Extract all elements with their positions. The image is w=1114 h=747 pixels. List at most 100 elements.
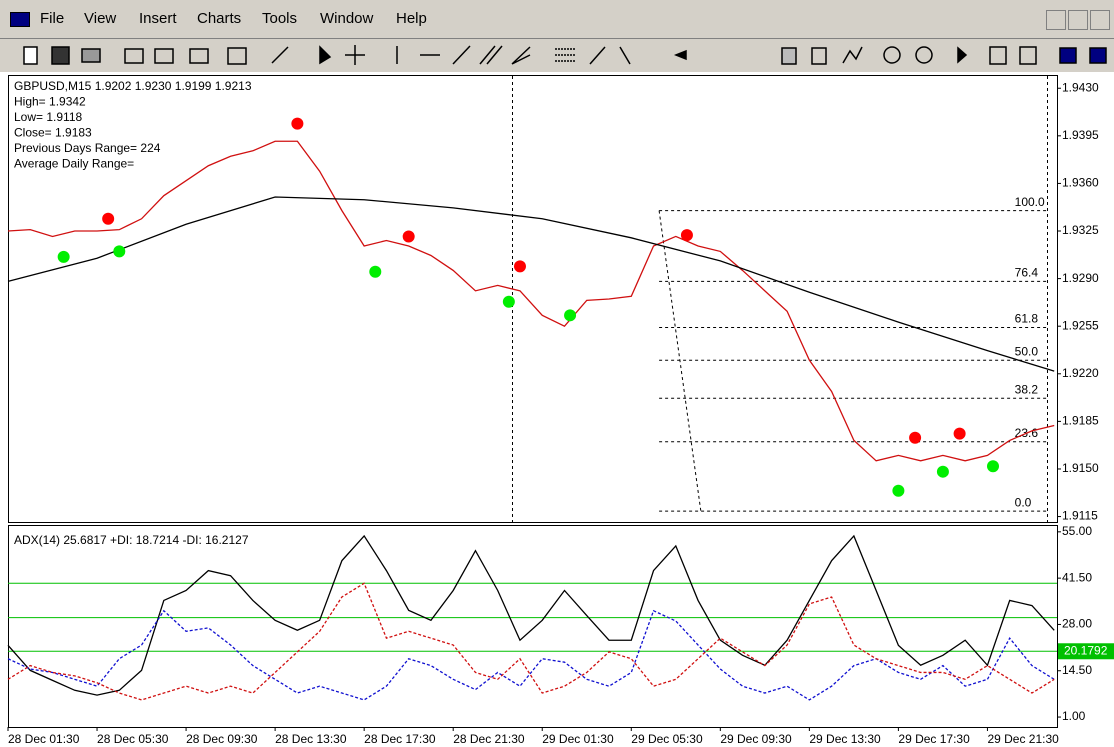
y-tick-label: 1.9290 — [1062, 271, 1099, 285]
bar-chart-icon[interactable] — [781, 47, 797, 65]
x-tick-label: 29 Dec 17:30 — [898, 732, 970, 746]
signal-dot — [502, 295, 515, 308]
tool-icon[interactable] — [227, 47, 247, 65]
tool-icon[interactable] — [154, 48, 174, 64]
info-line: GBPUSD,M15 1.9202 1.9230 1.9199 1.9213 — [14, 79, 252, 93]
signal-dot — [369, 265, 382, 278]
indicator-line — [7, 609, 1055, 701]
info-line: Close= 1.9183 — [14, 126, 92, 140]
x-tick-label: 29 Dec 05:30 — [631, 732, 703, 746]
toolbar-icons — [23, 45, 1107, 65]
x-tick-label: 28 Dec 05:30 — [97, 732, 169, 746]
restore-button[interactable] — [1068, 10, 1088, 30]
info-line: Average Daily Range= — [14, 157, 134, 171]
tool-icon[interactable] — [673, 49, 687, 61]
menu-item[interactable]: Window — [320, 10, 374, 27]
y-tick-label: 28.00 — [1062, 617, 1092, 631]
tool-icon[interactable] — [989, 46, 1007, 65]
fibo-label: 100.0 — [1015, 195, 1045, 209]
price-line — [7, 196, 1055, 372]
signal-dot — [680, 229, 693, 242]
x-tick-label: 29 Dec 13:30 — [809, 732, 881, 746]
signal-dot — [909, 431, 922, 444]
menu-item[interactable]: Help — [396, 10, 427, 27]
menu-item[interactable]: View — [84, 10, 117, 27]
trendline-icon[interactable] — [452, 45, 471, 65]
fan-icon[interactable] — [511, 46, 531, 65]
tool-icon[interactable] — [1089, 47, 1107, 64]
chart: ADX(14) 25.6817 +DI: 18.7214 -DI: 16.212… — [0, 72, 1114, 747]
crosshair-icon[interactable] — [345, 45, 365, 65]
fibo-label: 61.8 — [1015, 312, 1039, 326]
signal-dot — [402, 230, 415, 243]
cursor-icon[interactable] — [319, 45, 332, 65]
menu-item[interactable]: File — [40, 10, 65, 27]
main-panel-frame — [8, 75, 1058, 523]
value-tag-label: 20.1792 — [1064, 643, 1108, 657]
tool-icon[interactable] — [589, 46, 631, 65]
signal-dot — [57, 250, 70, 263]
info-line: Previous Days Range= 224 — [14, 141, 161, 155]
tool-icon[interactable] — [1019, 46, 1037, 65]
y-tick-label: 1.9220 — [1062, 366, 1099, 380]
print-icon[interactable] — [81, 48, 101, 63]
signal-dot — [892, 484, 905, 497]
y-tick-label: 1.9360 — [1062, 176, 1099, 190]
toolbar — [0, 38, 1114, 73]
menu-item[interactable]: Insert — [139, 10, 177, 27]
tool-icon[interactable] — [124, 48, 144, 64]
value-tag — [1058, 643, 1114, 660]
info-line: Low= 1.9118 — [14, 110, 82, 124]
fibo-icon[interactable] — [555, 48, 575, 62]
x-tick-label: 28 Dec 09:30 — [186, 732, 258, 746]
fibo-base — [658, 210, 702, 512]
tool-icon[interactable] — [271, 46, 289, 64]
minimize-button[interactable] — [1046, 10, 1066, 30]
adx-title: ADX(14) 25.6817 +DI: 18.7214 -DI: 16.212… — [14, 533, 249, 547]
menu-item[interactable]: Charts — [197, 10, 242, 27]
signal-dot — [936, 465, 949, 478]
x-tick-label: 28 Dec 17:30 — [364, 732, 436, 746]
menu-item[interactable]: Tools — [262, 10, 298, 27]
x-tick-label: 29 Dec 09:30 — [720, 732, 792, 746]
indicator-line — [7, 582, 1055, 701]
y-tick-label: 1.9325 — [1062, 223, 1099, 237]
y-tick-label: 41.50 — [1062, 570, 1092, 584]
y-tick-label: 55.00 — [1062, 524, 1092, 538]
channel-icon[interactable] — [479, 45, 503, 65]
info-line: High= 1.9342 — [14, 95, 86, 109]
menu-bar: File View Insert Charts Tools Window Hel… — [0, 0, 1114, 39]
signal-dot — [291, 117, 304, 130]
signal-dot — [564, 309, 577, 322]
zoom-in-icon[interactable] — [883, 46, 901, 64]
candle-icon[interactable] — [811, 47, 827, 65]
signal-dot — [953, 427, 966, 440]
fibo-label: 50.0 — [1015, 344, 1039, 358]
tool-icon[interactable] — [189, 48, 209, 64]
signal-dot — [102, 212, 115, 225]
save-icon[interactable] — [51, 46, 70, 65]
y-tick-label: 1.9115 — [1062, 509, 1098, 523]
y-tick-label: 1.9430 — [1062, 80, 1099, 94]
signal-dot — [113, 245, 126, 258]
x-tick-label: 29 Dec 01:30 — [542, 732, 614, 746]
close-button[interactable] — [1090, 10, 1110, 30]
y-tick-label: 14.50 — [1062, 663, 1092, 677]
chart-area: ADX(14) 25.6817 +DI: 18.7214 -DI: 16.212… — [0, 72, 1114, 747]
new-icon[interactable] — [23, 46, 38, 65]
x-tick-label: 28 Dec 01:30 — [8, 732, 80, 746]
signal-dot — [987, 460, 1000, 473]
y-tick-label: 1.00 — [1062, 709, 1086, 723]
x-tick-label: 28 Dec 13:30 — [275, 732, 347, 746]
line-chart-icon[interactable] — [842, 46, 863, 64]
y-tick-label: 1.9150 — [1062, 461, 1099, 475]
zoom-out-icon[interactable] — [915, 46, 933, 64]
fibo-label: 0.0 — [1015, 495, 1032, 509]
fibo-label: 76.4 — [1015, 265, 1039, 279]
price-line — [7, 140, 1055, 462]
scroll-icon[interactable] — [957, 46, 968, 64]
app-icon — [10, 12, 30, 27]
tool-icon[interactable] — [1059, 47, 1077, 64]
x-tick-label: 29 Dec 21:30 — [987, 732, 1059, 746]
